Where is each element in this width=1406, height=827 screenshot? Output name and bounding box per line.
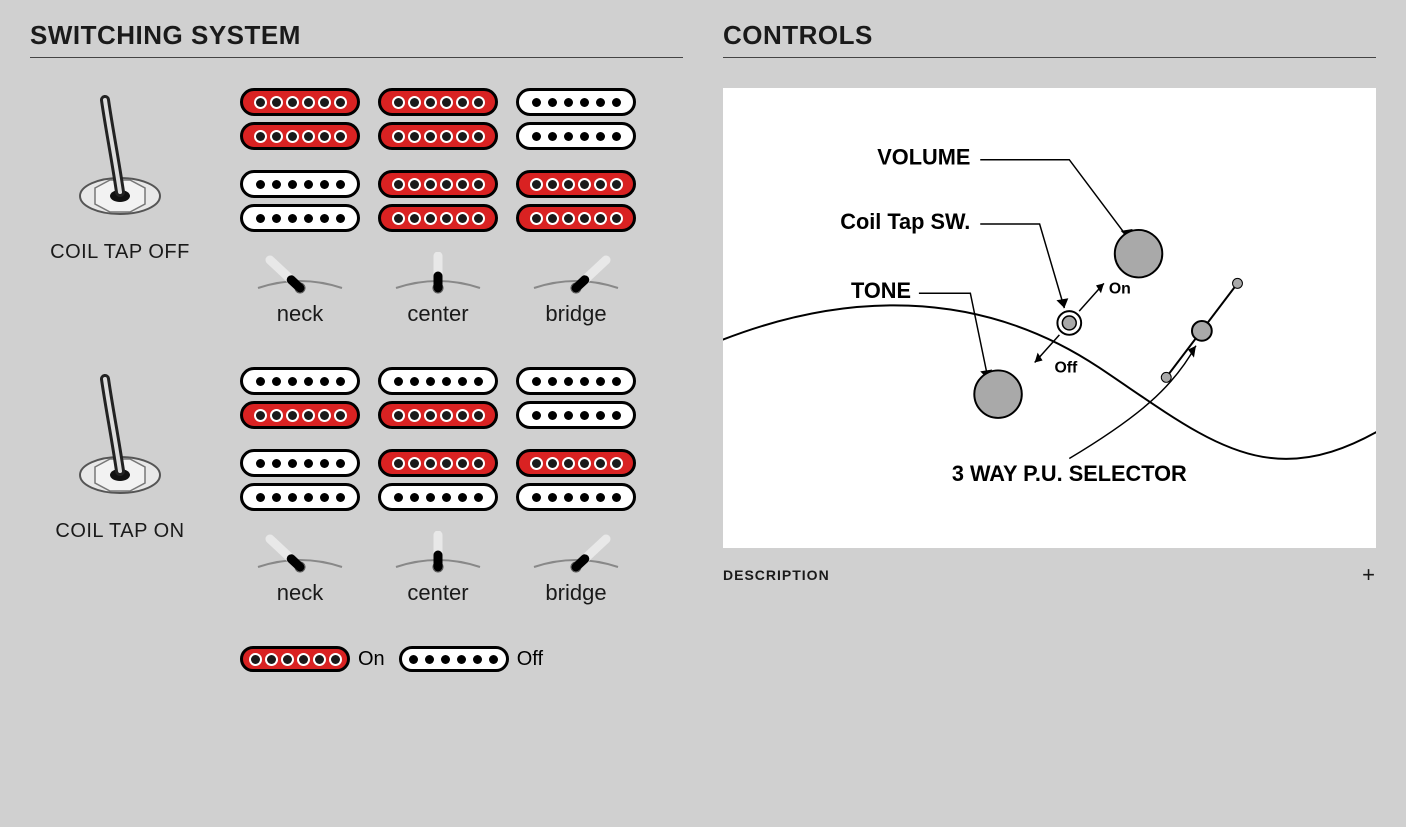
selector-position-icon	[240, 531, 360, 573]
controls-title: CONTROLS	[723, 20, 1376, 58]
selector-cell: neck	[240, 252, 360, 327]
switching-system-section: SWITCHING SYSTEM COIL TAP OFF neck cente…	[30, 20, 683, 807]
selector-cell: center	[378, 531, 498, 606]
coil-off-icon	[516, 122, 636, 150]
coil-on-icon	[240, 122, 360, 150]
selector-position-icon	[378, 531, 498, 573]
coil-on-icon	[240, 88, 360, 116]
pickup-cell	[378, 88, 498, 150]
legend-on-label: On	[358, 648, 385, 671]
legend-off: Off	[399, 646, 543, 672]
coil-on-icon	[516, 204, 636, 232]
coil-off-icon	[240, 449, 360, 477]
toggle-label: COIL TAP OFF	[30, 241, 210, 264]
coil-on-icon	[378, 170, 498, 198]
switch-mode-block: COIL TAP ON neck center bridge	[30, 367, 683, 606]
coil-off-icon	[516, 401, 636, 429]
controls-diagram: VOLUME Coil Tap SW. On Off TONE	[723, 88, 1376, 548]
pickup-cell	[516, 88, 636, 150]
coil-on-icon	[378, 204, 498, 232]
mini-toggle-icon	[65, 88, 175, 228]
coil-on-icon	[378, 449, 498, 477]
coil-on-icon	[516, 449, 636, 477]
selector-position-icon	[516, 252, 636, 294]
selector-position-label: neck	[240, 301, 360, 327]
toggle-label: COIL TAP ON	[30, 520, 210, 543]
switch-mode-block: COIL TAP OFF neck center bridge	[30, 88, 683, 327]
selector-position-icon	[516, 531, 636, 573]
legend: On Off	[30, 646, 683, 672]
pickup-cell	[240, 88, 360, 150]
coil-off-icon	[516, 88, 636, 116]
coiltap-label: Coil Tap SW.	[840, 209, 970, 234]
coil-off-icon	[378, 367, 498, 395]
selector-position-icon	[240, 252, 360, 294]
mini-toggle-icon	[65, 367, 175, 507]
selector-cell: neck	[240, 531, 360, 606]
coil-off-icon	[240, 204, 360, 232]
selector-position-label: bridge	[516, 580, 636, 606]
coil-off-icon	[516, 483, 636, 511]
pickup-cell	[516, 367, 636, 429]
controls-section: CONTROLS VOLUME Coil Tap SW. On Off TON	[723, 20, 1376, 807]
volume-knob-icon	[1115, 230, 1162, 277]
selector-position-label: bridge	[516, 301, 636, 327]
selector-position-label: neck	[240, 580, 360, 606]
pickup-cell	[240, 449, 360, 511]
volume-label: VOLUME	[877, 145, 970, 170]
coiltap-on-label: On	[1109, 280, 1131, 297]
coil-off-icon	[399, 646, 509, 672]
description-label: DESCRIPTION	[723, 567, 830, 583]
pickup-selector-icon	[1161, 278, 1242, 382]
coil-off-icon	[240, 483, 360, 511]
coil-on-icon	[516, 170, 636, 198]
tone-knob-icon	[974, 370, 1021, 417]
coil-on-icon	[240, 646, 350, 672]
pickup-cell	[516, 170, 636, 232]
pickup-cell	[378, 449, 498, 511]
expand-icon: +	[1362, 562, 1376, 588]
pickup-cell	[516, 449, 636, 511]
pickup-cell	[240, 170, 360, 232]
selector-cell: bridge	[516, 252, 636, 327]
tone-label: TONE	[851, 278, 911, 303]
coil-off-icon	[378, 483, 498, 511]
selector-cell: bridge	[516, 531, 636, 606]
pickup-cell	[378, 170, 498, 232]
switching-title: SWITCHING SYSTEM	[30, 20, 683, 58]
selector-position-label: center	[378, 301, 498, 327]
coil-off-icon	[240, 367, 360, 395]
coil-off-icon	[516, 367, 636, 395]
pickup-cell	[240, 367, 360, 429]
selector-position-icon	[378, 252, 498, 294]
coil-on-icon	[378, 88, 498, 116]
legend-on: On	[240, 646, 385, 672]
coiltap-off-label: Off	[1054, 359, 1078, 376]
selector-label: 3 WAY P.U. SELECTOR	[952, 461, 1187, 486]
pickup-cell	[378, 367, 498, 429]
coil-on-icon	[378, 401, 498, 429]
legend-off-label: Off	[517, 648, 543, 671]
selector-position-label: center	[378, 580, 498, 606]
coil-on-icon	[240, 401, 360, 429]
description-toggle[interactable]: DESCRIPTION +	[723, 562, 1376, 588]
selector-cell: center	[378, 252, 498, 327]
coil-on-icon	[378, 122, 498, 150]
coil-off-icon	[240, 170, 360, 198]
